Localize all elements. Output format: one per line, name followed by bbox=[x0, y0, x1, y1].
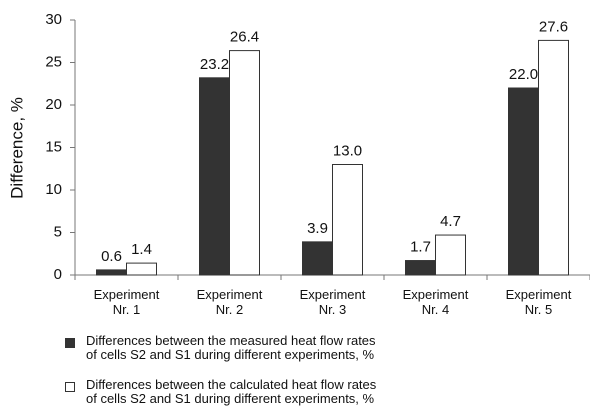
legend-label: Differences between the calculated heat … bbox=[86, 377, 377, 406]
legend-label: Differences between the measured heat fl… bbox=[86, 333, 376, 362]
data-label: 13.0 bbox=[333, 142, 362, 159]
data-label: 1.7 bbox=[410, 239, 431, 256]
y-tick-label: 0 bbox=[54, 266, 62, 283]
y-tick-label: 5 bbox=[54, 223, 62, 240]
x-tick-label: Experiment Nr. 4 bbox=[402, 287, 469, 317]
data-label: 0.6 bbox=[101, 248, 122, 265]
bar bbox=[508, 87, 539, 276]
y-tick-label: 25 bbox=[45, 53, 62, 70]
x-tick-label: Experiment Nr. 1 bbox=[93, 287, 160, 317]
x-tick-label: Experiment Nr. 3 bbox=[299, 287, 366, 317]
bar bbox=[229, 50, 260, 276]
y-tick-label: 10 bbox=[45, 181, 62, 198]
y-axis-label: Difference, % bbox=[7, 97, 26, 199]
legend-item: Differences between the calculated heat … bbox=[65, 378, 385, 406]
x-tick-label: Experiment Nr. 2 bbox=[196, 287, 263, 317]
data-label: 4.7 bbox=[440, 213, 461, 230]
data-label: 1.4 bbox=[131, 241, 152, 258]
bar bbox=[199, 77, 230, 276]
bar bbox=[435, 234, 466, 276]
data-label: 22.0 bbox=[509, 66, 538, 83]
bar bbox=[302, 241, 333, 276]
bar bbox=[126, 262, 157, 276]
data-label: 3.9 bbox=[307, 220, 328, 237]
x-tick-label: Experiment Nr. 5 bbox=[505, 287, 572, 317]
bar bbox=[332, 164, 363, 276]
legend-item: Differences between the measured heat fl… bbox=[65, 334, 385, 362]
y-tick-label: 20 bbox=[45, 96, 62, 113]
legend-swatch bbox=[65, 382, 75, 392]
y-tick-label: 15 bbox=[45, 138, 62, 155]
bar bbox=[538, 39, 569, 276]
y-tick-label: 30 bbox=[45, 11, 62, 28]
data-label: 27.6 bbox=[539, 18, 568, 35]
data-label: 23.2 bbox=[200, 56, 229, 73]
legend-swatch bbox=[65, 338, 75, 348]
bar bbox=[96, 269, 127, 276]
bar bbox=[405, 260, 436, 276]
data-label: 26.4 bbox=[230, 29, 259, 46]
